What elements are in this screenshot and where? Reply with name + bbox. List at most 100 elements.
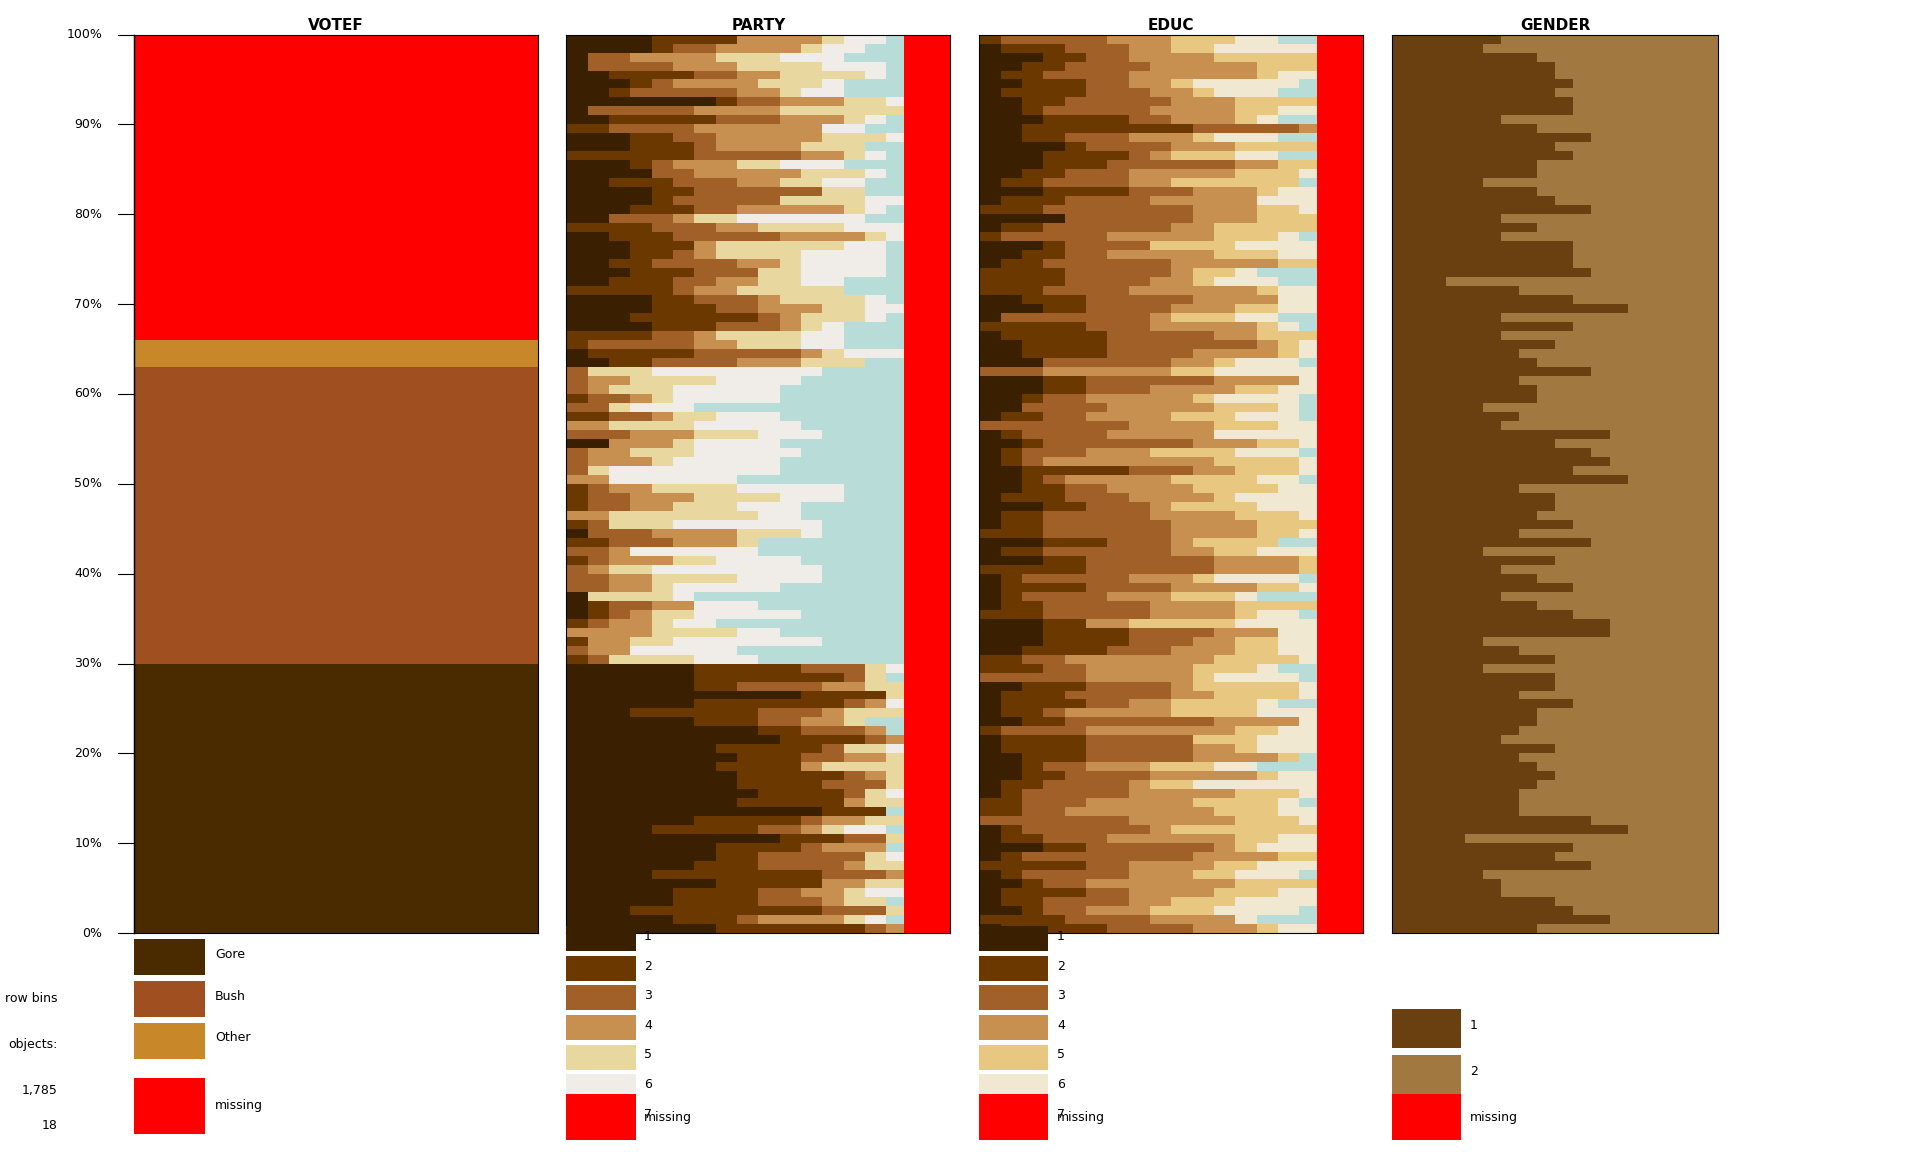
- Bar: [1171, 897, 1235, 907]
- Bar: [1538, 53, 1718, 61]
- Bar: [1279, 106, 1342, 115]
- Bar: [1392, 879, 1501, 888]
- Bar: [566, 735, 780, 744]
- Bar: [758, 789, 843, 798]
- Bar: [566, 403, 609, 412]
- Bar: [866, 718, 908, 727]
- Bar: [887, 115, 908, 124]
- Bar: [1021, 403, 1108, 412]
- Bar: [1087, 376, 1213, 385]
- Bar: [979, 143, 1064, 151]
- Bar: [1150, 385, 1235, 394]
- Text: 6: 6: [1056, 1078, 1066, 1091]
- Bar: [758, 825, 801, 834]
- Bar: [1235, 385, 1279, 394]
- Bar: [1192, 465, 1235, 475]
- Bar: [822, 179, 866, 188]
- Bar: [904, 907, 950, 915]
- Bar: [1064, 143, 1087, 151]
- Bar: [1317, 340, 1363, 349]
- Bar: [1171, 502, 1256, 510]
- Bar: [674, 888, 758, 897]
- Bar: [1043, 385, 1087, 394]
- Bar: [1213, 862, 1256, 870]
- Bar: [1129, 789, 1235, 798]
- Bar: [1043, 188, 1129, 196]
- Text: 60%: 60%: [75, 387, 102, 401]
- Bar: [1572, 79, 1718, 89]
- Bar: [1192, 214, 1256, 223]
- Bar: [1609, 628, 1718, 637]
- Bar: [1482, 637, 1718, 645]
- Bar: [566, 744, 716, 753]
- Bar: [1321, 439, 1342, 448]
- Bar: [1235, 493, 1342, 502]
- Bar: [134, 609, 538, 619]
- Bar: [566, 98, 716, 106]
- Bar: [866, 143, 908, 151]
- Bar: [1317, 188, 1363, 196]
- Bar: [1000, 780, 1043, 789]
- Bar: [979, 628, 1043, 637]
- Bar: [674, 394, 780, 403]
- Bar: [1392, 888, 1501, 897]
- Bar: [887, 169, 908, 179]
- Bar: [737, 259, 780, 268]
- Bar: [1087, 412, 1171, 420]
- Bar: [1392, 753, 1519, 763]
- Bar: [1171, 583, 1256, 592]
- Bar: [1213, 233, 1279, 241]
- Bar: [566, 619, 588, 628]
- Bar: [979, 169, 1021, 179]
- Bar: [904, 70, 950, 79]
- Bar: [1392, 718, 1538, 727]
- Bar: [588, 376, 630, 385]
- Bar: [134, 637, 538, 645]
- Bar: [1392, 233, 1501, 241]
- Text: 1: 1: [1056, 930, 1066, 942]
- Bar: [737, 772, 843, 780]
- Bar: [979, 295, 1021, 304]
- Bar: [904, 196, 950, 205]
- Bar: [134, 53, 538, 61]
- Bar: [1317, 852, 1363, 862]
- Bar: [566, 985, 636, 1010]
- Bar: [1300, 439, 1321, 448]
- Bar: [979, 520, 1000, 529]
- Bar: [651, 484, 737, 493]
- Bar: [1321, 295, 1342, 304]
- Bar: [1317, 124, 1363, 134]
- Bar: [822, 44, 866, 53]
- Bar: [904, 268, 950, 278]
- Bar: [695, 673, 843, 682]
- Bar: [1064, 268, 1171, 278]
- Bar: [1317, 520, 1363, 529]
- Bar: [1538, 718, 1718, 727]
- Bar: [758, 888, 801, 897]
- Bar: [1392, 134, 1592, 143]
- Bar: [1043, 412, 1087, 420]
- Bar: [1392, 323, 1572, 331]
- Bar: [1235, 151, 1279, 160]
- Bar: [1021, 457, 1043, 465]
- Bar: [979, 510, 1000, 520]
- Bar: [134, 538, 538, 547]
- Bar: [1021, 592, 1108, 600]
- Bar: [737, 484, 843, 493]
- Bar: [134, 817, 538, 825]
- Bar: [1235, 304, 1279, 313]
- Bar: [904, 169, 950, 179]
- Bar: [1043, 179, 1129, 188]
- Bar: [134, 564, 538, 574]
- Bar: [979, 1104, 1048, 1129]
- Bar: [979, 484, 1021, 493]
- Bar: [1000, 897, 1043, 907]
- Bar: [887, 134, 908, 143]
- Bar: [134, 196, 538, 205]
- Bar: [979, 879, 1021, 888]
- Bar: [1087, 502, 1150, 510]
- Bar: [780, 106, 908, 115]
- Bar: [566, 1094, 636, 1140]
- Bar: [843, 772, 866, 780]
- Bar: [979, 817, 1129, 825]
